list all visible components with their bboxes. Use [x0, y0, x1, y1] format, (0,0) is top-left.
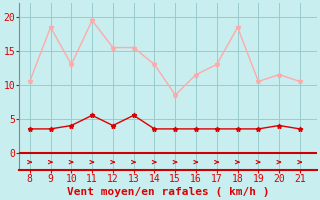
X-axis label: Vent moyen/en rafales ( km/h ): Vent moyen/en rafales ( km/h )	[67, 187, 269, 197]
